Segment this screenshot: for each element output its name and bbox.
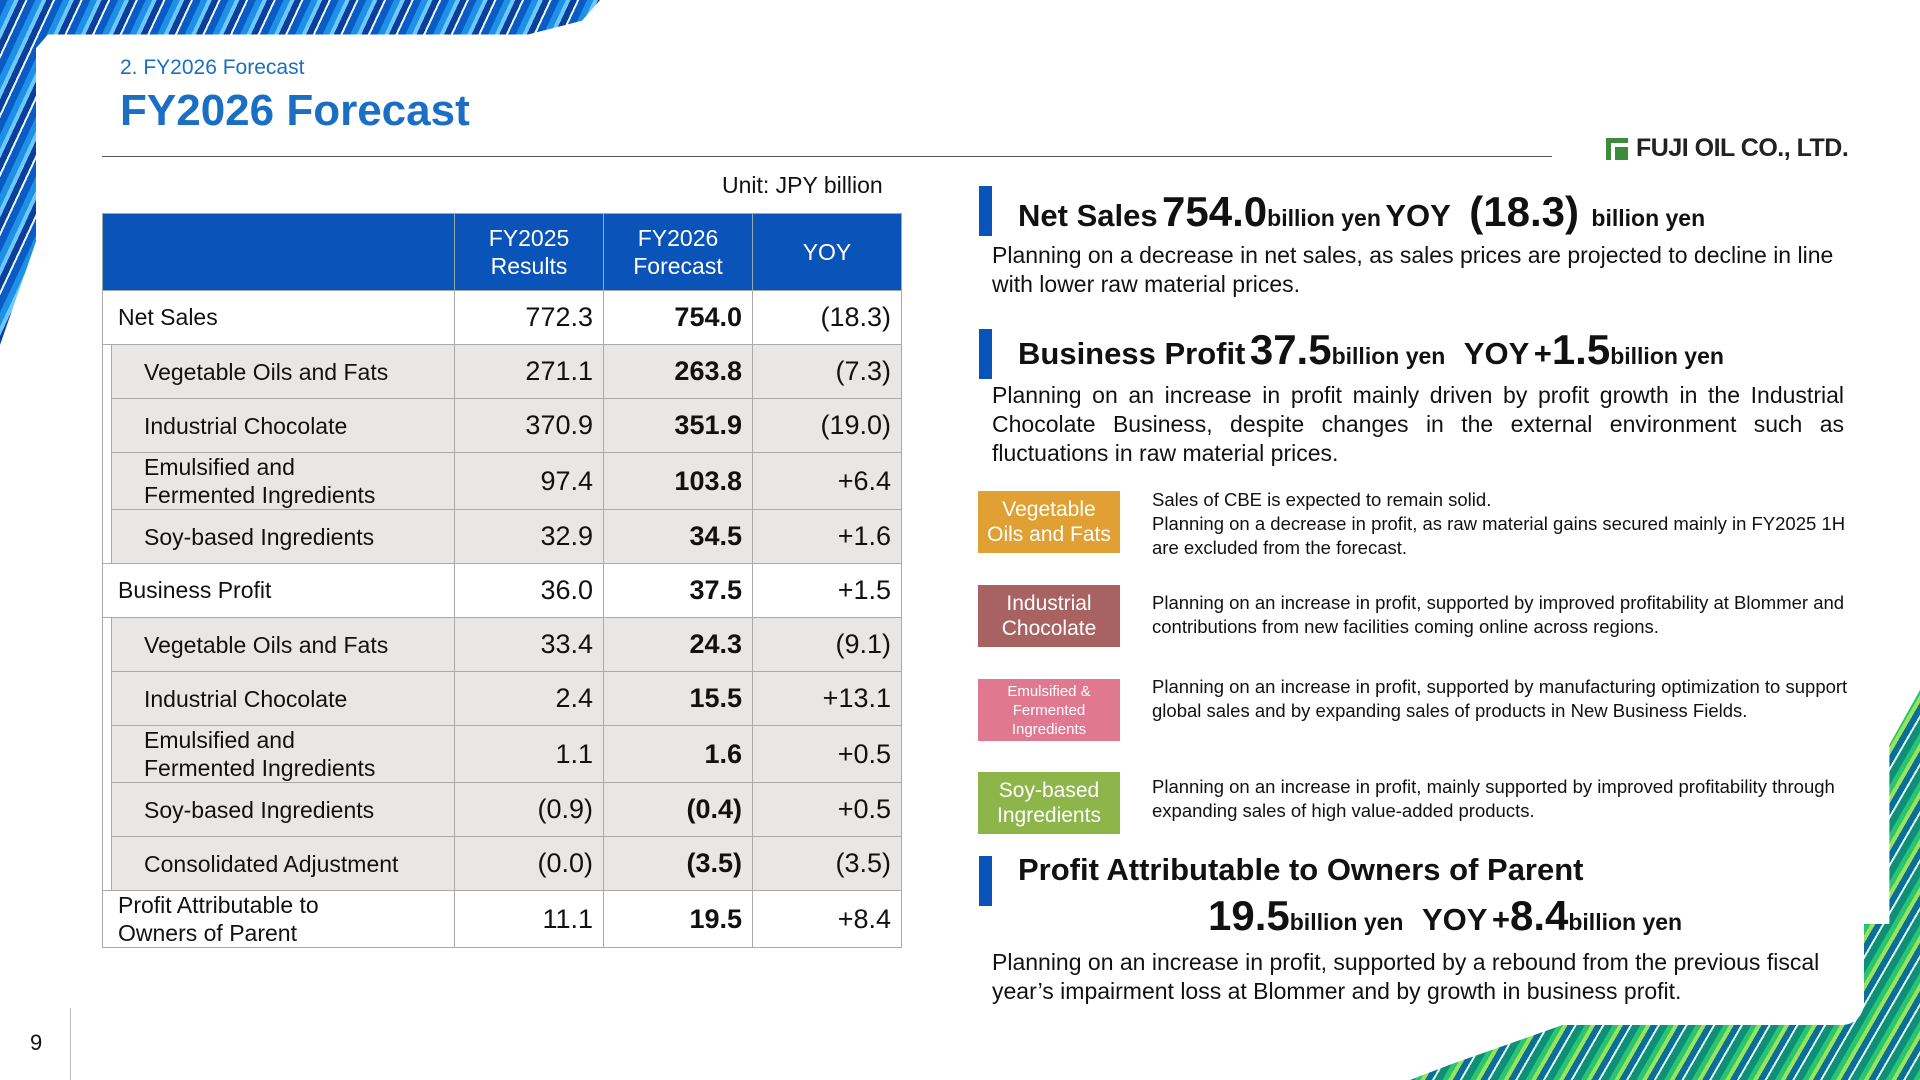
business-profit-description: Planning on an increase in profit mainly… [992,382,1844,466]
segment-box-soy-based: Soy-based Ingredients [978,772,1120,834]
table-row: Industrial Chocolate 2.4 15.5 +13.1 [102,671,902,726]
segment-text-soy-based: Planning on an increase in profit, mainl… [1152,776,1835,821]
cell-yoy: (18.3) [752,290,902,345]
segment-text-industrial-chocolate: Planning on an increase in profit, suppo… [1152,592,1845,637]
net-sales-headline: Net Sales 754.0billion yen YOY (18.3) bi… [1018,188,1706,235]
page-number: 9 [30,1030,43,1055]
table-row: Consolidated Adjustment (0.0) (3.5) (3.5… [102,836,902,891]
row-label: Net Sales [102,290,455,345]
cell-fy2025: 97.4 [454,452,604,510]
segment-text-vegetable-oils: Sales of CBE is expected to remain solid… [1152,489,1846,558]
cell-fy2026: 19.5 [603,890,753,948]
cell-fy2026: 103.8 [603,452,753,510]
section-marker [979,329,992,379]
cell-yoy: +13.1 [752,671,902,726]
cell-yoy: +0.5 [752,725,902,783]
cell-fy2026: 1.6 [603,725,753,783]
table-row: Emulsified and Fermented Ingredients 1.1… [102,725,902,783]
row-label: Business Profit [102,563,455,618]
cell-yoy: +1.6 [752,509,902,564]
profit-owners-label: Profit Attributable to Owners of Parent [1018,852,1584,887]
col-header-yoy: YOY [752,213,902,291]
cell-fy2026: 15.5 [603,671,753,726]
cell-fy2025: 271.1 [454,344,604,399]
profit-owners-headline: 19.5billion yen YOY +8.4billion yen [1208,892,1683,939]
cell-fy2025: (0.0) [454,836,604,891]
cell-yoy: +8.4 [752,890,902,948]
table-row: Vegetable Oils and Fats 271.1 263.8 (7.3… [102,344,902,399]
logo-text: FUJI OIL CO., LTD. [1636,134,1849,162]
cell-fy2026: 754.0 [603,290,753,345]
table-row: Industrial Chocolate 370.9 351.9 (19.0) [102,398,902,453]
cell-fy2026: (0.4) [603,782,753,837]
row-label: Consolidated Adjustment [111,836,455,891]
cell-fy2026: 24.3 [603,617,753,672]
cell-yoy: (3.5) [752,836,902,891]
row-label: Industrial Chocolate [111,671,455,726]
col-header-fy2026: FY2026 Forecast [603,213,753,291]
cell-fy2025: (0.9) [454,782,604,837]
cell-fy2026: 37.5 [603,563,753,618]
business-profit-headline: Business Profit 37.5billion yen YOY +1.5… [1018,326,1724,373]
title-divider [102,156,1552,157]
breadcrumb: 2. FY2026 Forecast [120,56,305,79]
table-row: Emulsified and Fermented Ingredients 97.… [102,452,902,510]
cell-yoy: +6.4 [752,452,902,510]
company-logo: FUJI OIL CO., LTD. [1606,134,1849,163]
table-row: Soy-based Ingredients (0.9) (0.4) +0.5 [102,782,902,837]
cell-yoy: (19.0) [752,398,902,453]
col-header-fy2025: FY2025 Results [454,213,604,291]
cell-fy2026: (3.5) [603,836,753,891]
section-marker [979,186,992,236]
segment-box-emulsified-fermented: Emulsified & Fermented Ingredients [978,679,1120,741]
cell-fy2025: 2.4 [454,671,604,726]
cell-fy2025: 36.0 [454,563,604,618]
cell-fy2025: 370.9 [454,398,604,453]
table-row: Vegetable Oils and Fats 33.4 24.3 (9.1) [102,617,902,672]
row-label: Soy-based Ingredients [111,782,455,837]
cell-fy2026: 263.8 [603,344,753,399]
unit-label: Unit: JPY billion [722,172,883,198]
table-row: Profit Attributable to Owners of Parent … [102,890,902,948]
forecast-table: FY2025 Results FY2026 Forecast YOY Net S… [102,213,902,948]
row-label: Emulsified and Fermented Ingredients [111,725,455,783]
cell-fy2025: 1.1 [454,725,604,783]
cell-fy2025: 33.4 [454,617,604,672]
cell-fy2025: 11.1 [454,890,604,948]
section-marker [979,856,992,906]
cell-yoy: (9.1) [752,617,902,672]
row-label: Emulsified and Fermented Ingredients [111,452,455,510]
table-row: Net Sales 772.3 754.0 (18.3) [102,290,902,345]
header-blank [102,213,455,291]
row-label: Profit Attributable to Owners of Parent [102,890,455,948]
cell-fy2026: 34.5 [603,509,753,564]
cell-yoy: +1.5 [752,563,902,618]
segment-box-vegetable-oils: Vegetable Oils and Fats [978,491,1120,553]
cell-fy2025: 772.3 [454,290,604,345]
page-number-divider [70,1008,71,1080]
cell-fy2026: 351.9 [603,398,753,453]
row-label: Vegetable Oils and Fats [111,344,455,399]
table-header-row: FY2025 Results FY2026 Forecast YOY [102,213,902,291]
table-row: Soy-based Ingredients 32.9 34.5 +1.6 [102,509,902,564]
segment-text-emulsified-fermented: Planning on an increase in profit, suppo… [1152,676,1848,721]
logo-mark-icon [1606,137,1628,160]
table-row: Business Profit 36.0 37.5 +1.5 [102,563,902,618]
page-title: FY2026 Forecast [120,86,470,135]
net-sales-description: Planning on a decrease in net sales, as … [992,242,1834,297]
row-label: Soy-based Ingredients [111,509,455,564]
row-label: Vegetable Oils and Fats [111,617,455,672]
cell-fy2025: 32.9 [454,509,604,564]
segment-box-industrial-chocolate: Industrial Chocolate [978,585,1120,647]
profit-owners-description: Planning on an increase in profit, suppo… [992,949,1820,1004]
cell-yoy: +0.5 [752,782,902,837]
row-label: Industrial Chocolate [111,398,455,453]
cell-yoy: (7.3) [752,344,902,399]
